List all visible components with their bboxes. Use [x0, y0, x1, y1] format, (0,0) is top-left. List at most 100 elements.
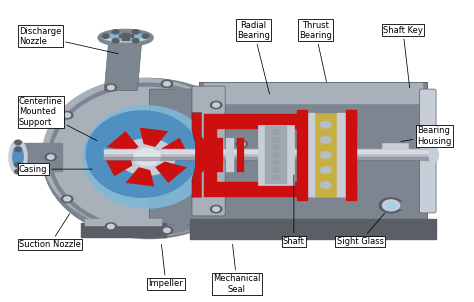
Bar — [104, 150, 436, 153]
Text: Mechanical
Seal: Mechanical Seal — [213, 244, 261, 294]
Circle shape — [271, 137, 281, 143]
Circle shape — [210, 205, 222, 213]
Circle shape — [47, 155, 54, 159]
Circle shape — [112, 39, 119, 43]
Bar — [81, 223, 166, 237]
Circle shape — [134, 149, 160, 165]
Text: Impeller: Impeller — [148, 244, 183, 288]
Circle shape — [112, 30, 119, 34]
Circle shape — [64, 113, 71, 117]
Bar — [337, 113, 346, 197]
Circle shape — [271, 129, 281, 135]
Text: Bearing
Housing: Bearing Housing — [401, 126, 452, 146]
Circle shape — [164, 82, 170, 86]
Bar — [204, 114, 356, 128]
Ellipse shape — [86, 111, 198, 197]
Circle shape — [62, 111, 73, 119]
FancyBboxPatch shape — [199, 82, 427, 220]
Circle shape — [102, 34, 109, 38]
Bar — [204, 182, 356, 196]
Bar — [104, 157, 436, 160]
Circle shape — [142, 34, 149, 38]
Text: Shaft Key: Shaft Key — [383, 26, 423, 88]
Circle shape — [213, 207, 219, 211]
Bar — [258, 125, 294, 185]
Text: Thrust
Bearing: Thrust Bearing — [299, 21, 332, 82]
Circle shape — [62, 195, 73, 203]
Circle shape — [15, 140, 21, 145]
Circle shape — [132, 30, 139, 34]
Text: Casing: Casing — [19, 165, 92, 174]
Circle shape — [271, 144, 281, 150]
Circle shape — [385, 202, 397, 209]
Ellipse shape — [13, 146, 23, 168]
Circle shape — [132, 39, 139, 43]
FancyBboxPatch shape — [419, 89, 436, 213]
Bar — [14, 143, 62, 171]
Ellipse shape — [109, 32, 142, 40]
Circle shape — [238, 142, 245, 146]
Bar — [346, 110, 356, 200]
Text: Shaft: Shaft — [283, 175, 305, 246]
Text: Suction Nozzle: Suction Nozzle — [19, 214, 81, 249]
Ellipse shape — [43, 79, 251, 236]
Ellipse shape — [43, 79, 256, 239]
Circle shape — [161, 227, 173, 234]
Circle shape — [271, 167, 281, 173]
Circle shape — [236, 140, 247, 148]
Polygon shape — [104, 36, 142, 91]
Circle shape — [319, 136, 332, 144]
Ellipse shape — [102, 30, 149, 42]
Bar — [190, 219, 436, 239]
Circle shape — [108, 224, 114, 229]
Bar — [216, 138, 223, 172]
Bar — [122, 32, 129, 40]
Circle shape — [379, 198, 403, 213]
Circle shape — [213, 103, 219, 107]
Bar — [204, 128, 216, 182]
Circle shape — [15, 147, 21, 152]
Circle shape — [271, 175, 281, 181]
Circle shape — [161, 80, 173, 87]
Polygon shape — [162, 138, 190, 157]
Bar — [265, 126, 287, 184]
FancyBboxPatch shape — [149, 89, 201, 225]
Bar — [204, 83, 422, 103]
Polygon shape — [192, 113, 209, 197]
Circle shape — [210, 101, 222, 109]
Circle shape — [105, 223, 117, 230]
Bar — [226, 138, 234, 172]
Circle shape — [164, 228, 170, 233]
Ellipse shape — [83, 106, 210, 208]
Circle shape — [15, 162, 21, 167]
Circle shape — [383, 200, 400, 211]
Bar — [306, 113, 346, 197]
Circle shape — [118, 139, 175, 175]
Bar — [85, 219, 161, 225]
Circle shape — [271, 152, 281, 158]
Ellipse shape — [428, 147, 439, 163]
Bar — [397, 202, 408, 208]
Polygon shape — [107, 131, 138, 153]
Text: Sight Glass: Sight Glass — [337, 214, 384, 246]
Circle shape — [319, 151, 332, 159]
Circle shape — [271, 159, 281, 165]
Polygon shape — [126, 167, 155, 186]
Bar — [297, 110, 307, 200]
Ellipse shape — [43, 79, 242, 230]
Circle shape — [64, 197, 71, 201]
Bar — [382, 143, 408, 149]
Polygon shape — [139, 128, 168, 147]
Text: Centerline
Mounted
Support: Centerline Mounted Support — [19, 97, 97, 141]
Circle shape — [105, 84, 117, 91]
Bar — [306, 113, 315, 197]
Bar — [118, 34, 133, 37]
Bar — [237, 138, 244, 172]
Circle shape — [45, 153, 56, 161]
Bar — [104, 149, 436, 160]
Polygon shape — [155, 162, 187, 183]
Circle shape — [319, 121, 332, 129]
Polygon shape — [104, 157, 132, 176]
FancyBboxPatch shape — [192, 86, 225, 216]
Circle shape — [15, 169, 21, 174]
